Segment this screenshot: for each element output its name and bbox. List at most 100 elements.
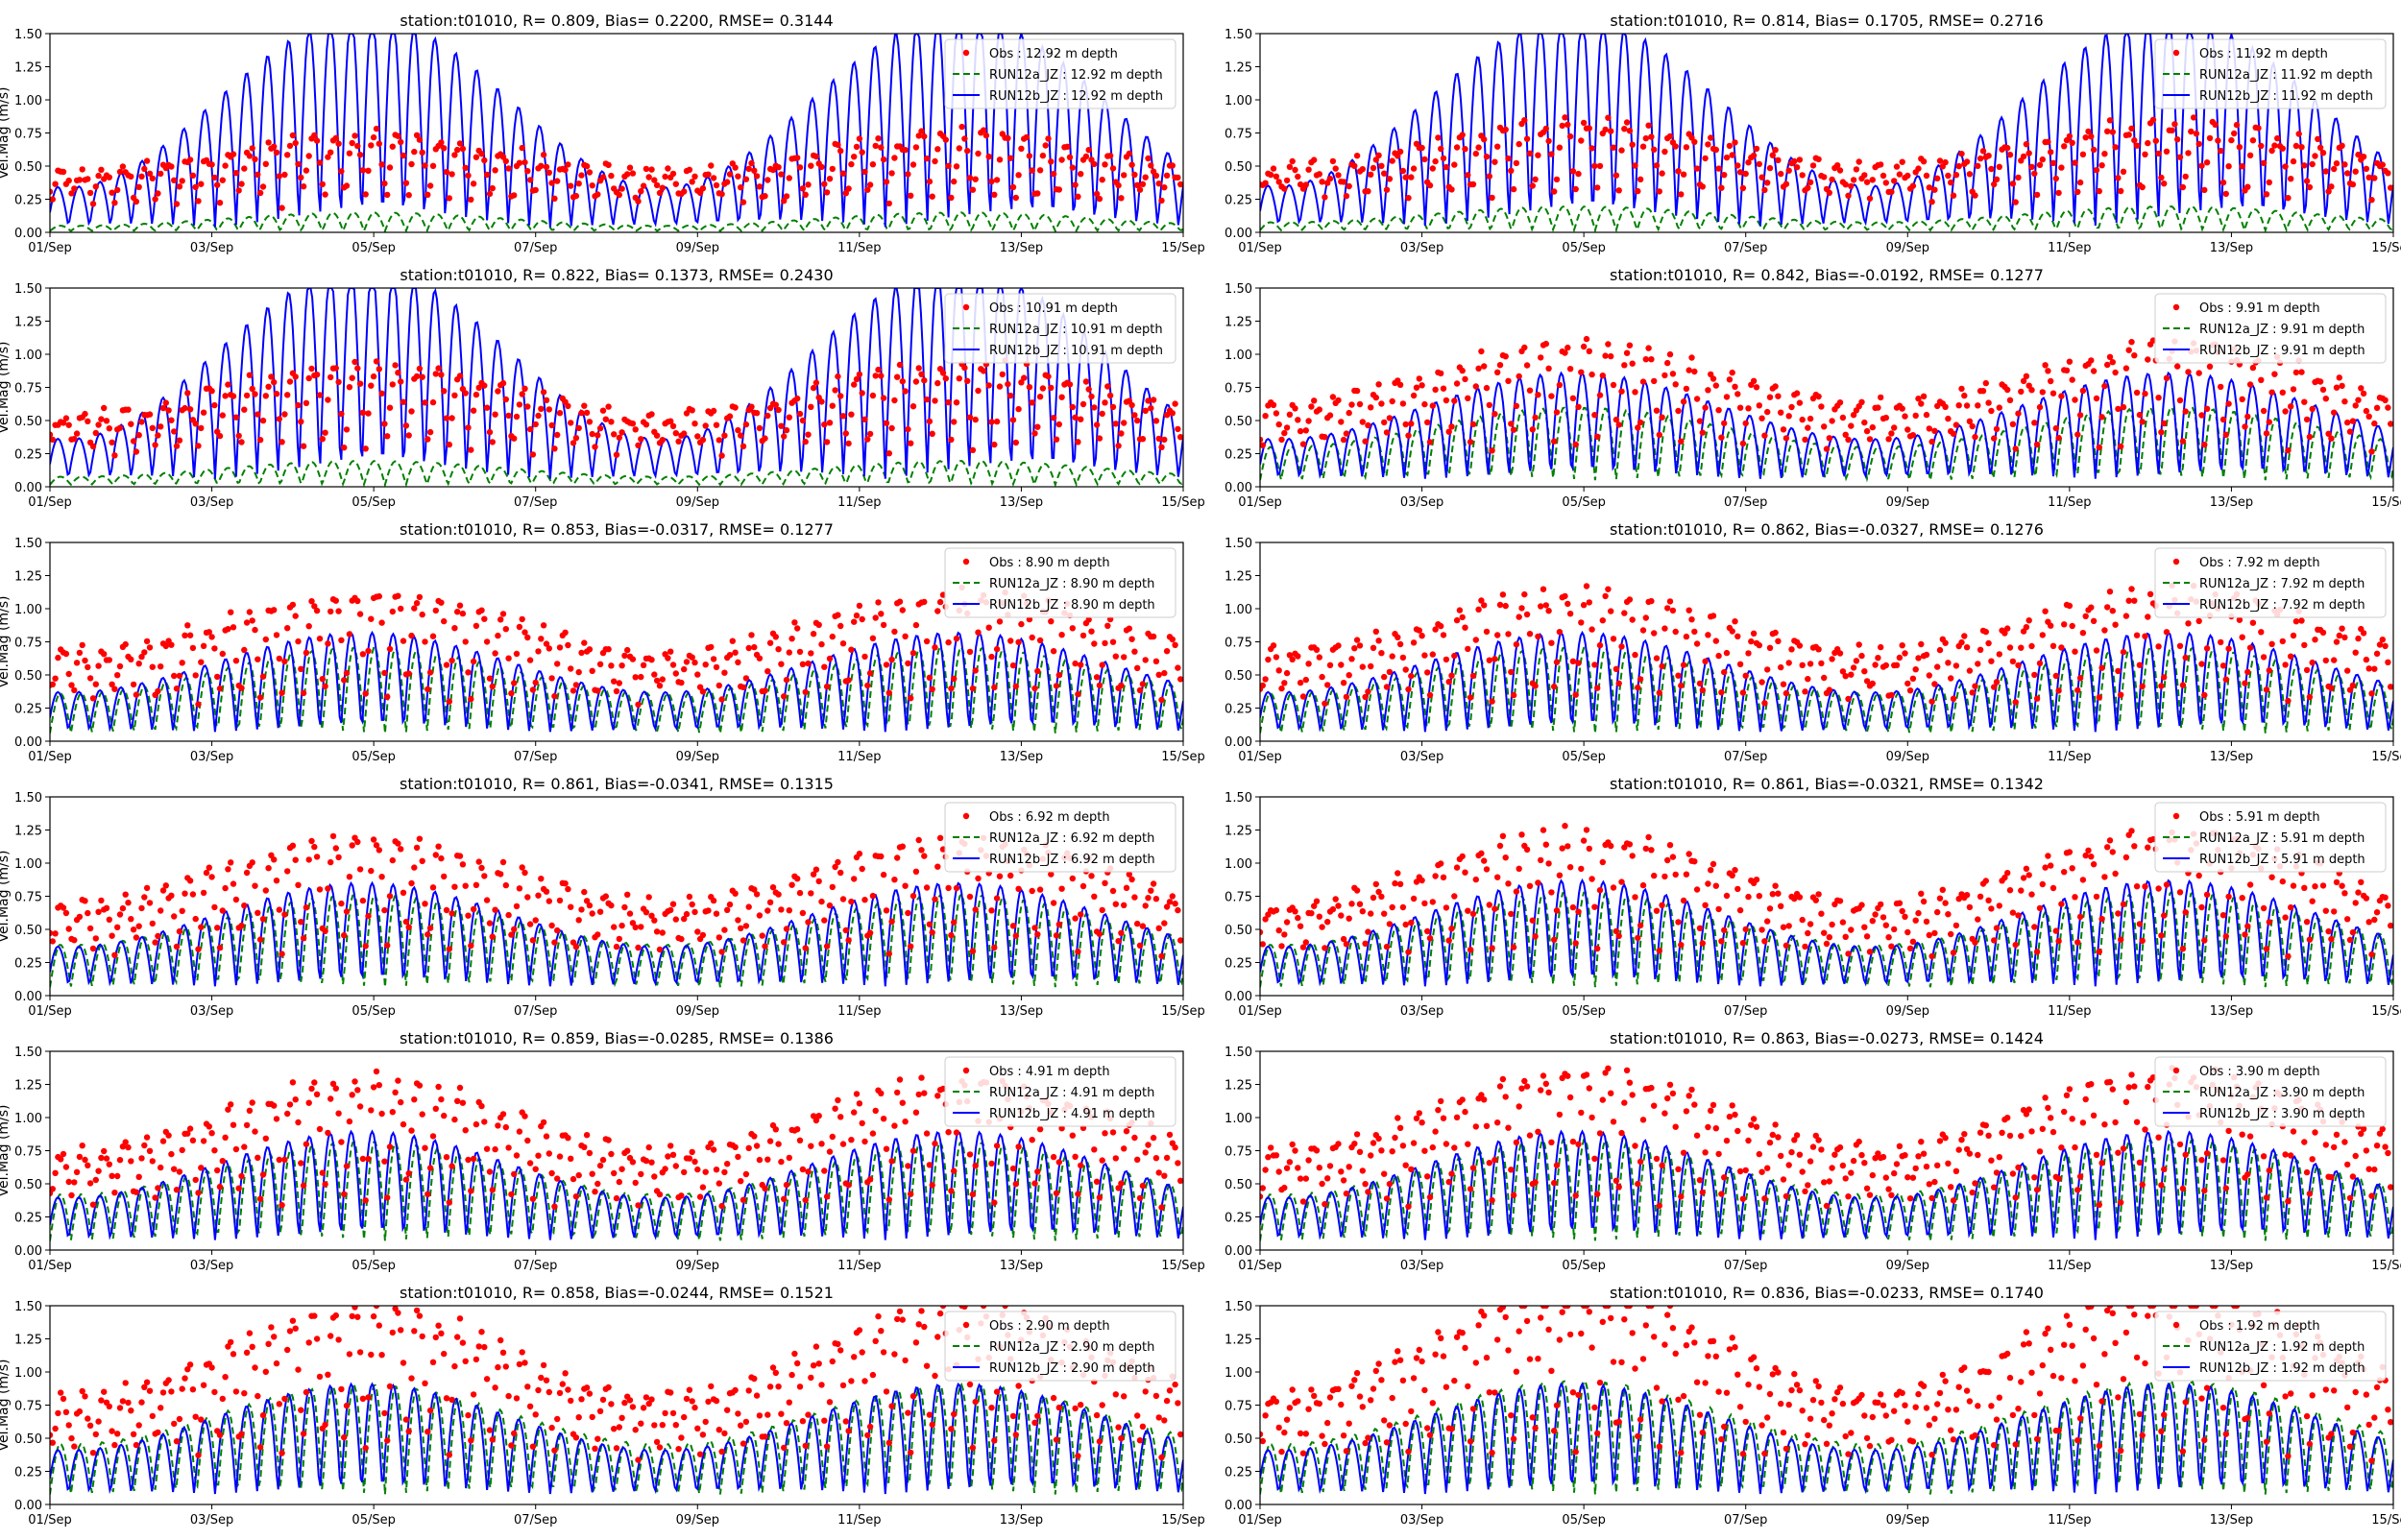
- chart-panel: station:t01010, R= 0.853, Bias=-0.0317, …: [0, 520, 1205, 764]
- obs-point: [797, 1384, 803, 1389]
- obs-point: [77, 1154, 83, 1160]
- obs-point: [1624, 119, 1630, 125]
- obs-point: [2013, 1194, 2019, 1200]
- obs-point: [1840, 415, 1846, 421]
- obs-point: [1988, 659, 1994, 664]
- obs-point: [1051, 171, 1056, 177]
- obs-point: [171, 913, 177, 919]
- obs-point: [921, 377, 927, 383]
- obs-point: [2042, 864, 2048, 870]
- obs-point: [301, 1183, 306, 1189]
- legend-label: Obs : 8.90 m depth: [989, 556, 1110, 570]
- obs-point: [1667, 598, 1673, 604]
- obs-point: [1390, 653, 1395, 659]
- obs-point: [220, 412, 226, 418]
- obs-point: [740, 937, 746, 943]
- obs-point: [1594, 434, 1600, 440]
- obs-point: [1557, 1112, 1563, 1118]
- obs-point: [1335, 1141, 1341, 1146]
- obs-point: [508, 1191, 514, 1197]
- obs-point: [2158, 429, 2164, 435]
- obs-point: [608, 419, 614, 424]
- obs-point: [1997, 404, 2002, 410]
- obs-point: [2004, 145, 2010, 151]
- obs-point: [1454, 1115, 1460, 1120]
- obs-point: [530, 451, 536, 457]
- obs-point: [805, 432, 811, 438]
- obs-point: [967, 1151, 973, 1157]
- obs-point: [241, 1390, 247, 1396]
- obs-point: [670, 902, 676, 907]
- obs-point: [107, 175, 112, 180]
- obs-point: [1070, 404, 1076, 410]
- obs-point: [2107, 117, 2113, 123]
- obs-point: [2291, 633, 2296, 638]
- obs-point: [497, 616, 503, 622]
- obs-point: [1800, 417, 1806, 422]
- obs-point: [521, 870, 527, 876]
- obs-point: [1931, 681, 1937, 686]
- obs-point: [1107, 393, 1113, 398]
- obs-point: [808, 890, 813, 896]
- obs-point: [1327, 176, 1333, 181]
- obs-point: [2280, 146, 2286, 152]
- obs-point: [1927, 672, 1932, 678]
- obs-point: [1988, 1158, 1994, 1164]
- obs-point: [1284, 424, 1290, 430]
- obs-point: [1344, 1191, 1349, 1196]
- obs-point: [2094, 167, 2099, 173]
- obs-point: [1040, 153, 1046, 158]
- obs-point: [954, 163, 959, 169]
- obs-point: [495, 1364, 500, 1370]
- obs-point: [1484, 385, 1490, 391]
- obs-point: [1702, 1149, 1708, 1155]
- obs-point: [973, 177, 979, 182]
- y-tick-label: 1.25: [14, 570, 42, 585]
- obs-point: [951, 920, 957, 926]
- obs-point: [2307, 184, 2313, 190]
- obs-point: [252, 1364, 257, 1370]
- obs-point: [2268, 641, 2274, 647]
- obs-point: [1961, 633, 1967, 638]
- obs-point: [1156, 672, 1162, 678]
- y-tick-label: 0.25: [14, 1466, 42, 1480]
- obs-point: [2150, 117, 2156, 123]
- obs-point: [287, 143, 293, 149]
- obs-point: [1937, 647, 1943, 653]
- obs-point: [927, 922, 933, 927]
- obs-point: [1611, 145, 1616, 151]
- obs-point: [1951, 431, 1956, 437]
- obs-point: [932, 644, 937, 650]
- obs-point: [824, 189, 830, 195]
- obs-point: [1851, 664, 1856, 670]
- obs-point: [2112, 370, 2118, 375]
- obs-point: [1505, 1125, 1511, 1131]
- obs-point: [1360, 166, 1366, 172]
- obs-point: [1802, 437, 1807, 443]
- obs-point: [80, 1388, 85, 1394]
- obs-point: [1432, 626, 1438, 632]
- obs-point: [837, 870, 843, 876]
- obs-point: [2083, 134, 2089, 140]
- obs-point: [257, 437, 263, 443]
- obs-point: [986, 625, 992, 631]
- obs-point: [177, 1168, 182, 1174]
- obs-point: [788, 636, 794, 641]
- obs-point: [1354, 887, 1360, 893]
- obs-point: [821, 917, 827, 923]
- x-tick-label: 07/Sep: [1724, 1259, 1767, 1273]
- obs-point: [1910, 182, 1916, 188]
- obs-point: [2320, 150, 2326, 156]
- obs-point: [384, 943, 390, 949]
- obs-point: [2074, 939, 2080, 945]
- obs-point: [511, 192, 517, 198]
- y-tick-label: 0.25: [14, 448, 42, 463]
- obs-point: [1527, 631, 1533, 637]
- obs-point: [594, 1181, 600, 1187]
- obs-point: [2274, 135, 2280, 141]
- obs-point: [544, 1378, 549, 1384]
- obs-point: [875, 367, 881, 373]
- obs-point: [2250, 365, 2256, 371]
- obs-point: [2164, 149, 2170, 155]
- obs-point: [662, 1166, 667, 1171]
